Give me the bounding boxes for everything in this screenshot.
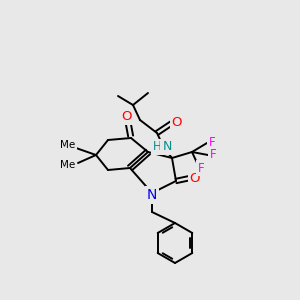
Text: N: N [162,140,172,154]
Text: F: F [198,161,204,175]
Text: Me: Me [60,160,76,170]
Text: Me: Me [60,140,76,150]
Text: O: O [190,172,200,184]
Text: O: O [121,110,131,124]
Text: F: F [210,148,216,161]
Text: F: F [209,136,215,149]
Text: O: O [172,116,182,130]
Text: N: N [147,188,157,202]
Text: H: H [153,140,161,154]
